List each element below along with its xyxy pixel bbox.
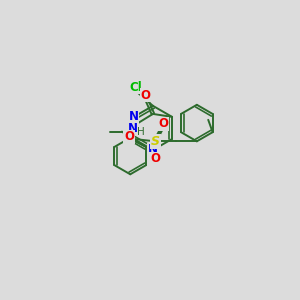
Text: N: N (129, 110, 139, 123)
Text: N: N (148, 143, 158, 157)
Text: H: H (137, 128, 145, 137)
Text: O: O (158, 117, 168, 130)
Text: O: O (150, 152, 160, 166)
Text: O: O (124, 130, 134, 143)
Text: S: S (151, 135, 160, 148)
Text: O: O (141, 89, 151, 102)
Text: N: N (128, 122, 138, 135)
Text: Cl: Cl (130, 81, 142, 94)
